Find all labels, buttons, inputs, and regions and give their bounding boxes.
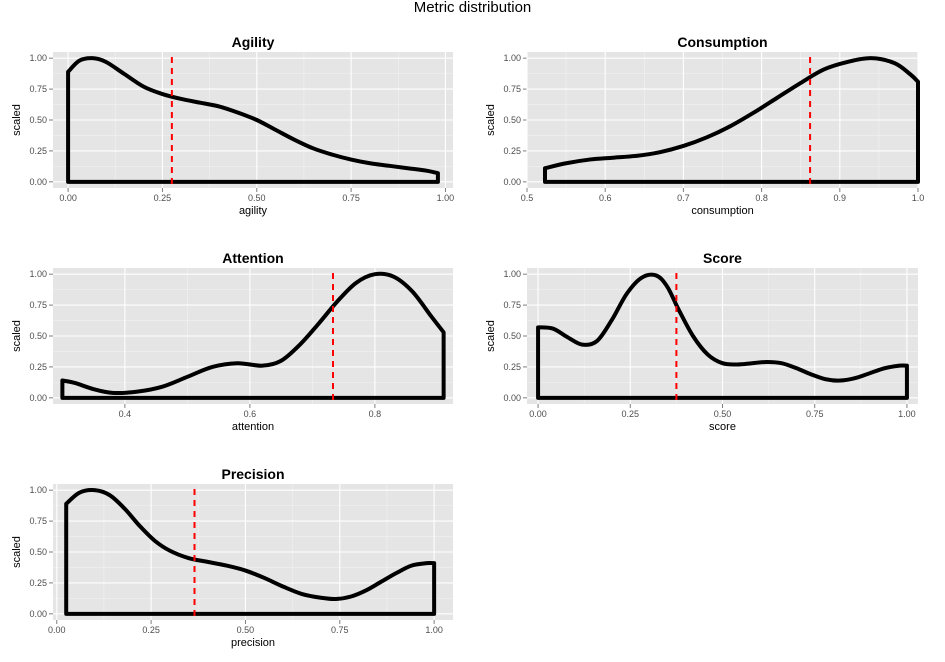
- facet-consumption: 0.00 0.25 0.50 0.75 1.00 0.5 0.6 0.7 0.8 0.9 1.0 Co…: [485, 34, 924, 217]
- x-tick-label: 0.8: [369, 409, 382, 419]
- y-tick-label: 0.00: [29, 609, 47, 619]
- x-tick-label: 0.8: [755, 193, 768, 203]
- y-tick-label: 0.00: [503, 177, 521, 187]
- facet-title: Consumption: [677, 34, 767, 50]
- facet-title: Attention: [222, 250, 283, 266]
- y-tick-label: 0.25: [29, 578, 47, 588]
- x-axis-title: attention: [232, 421, 274, 433]
- x-tick-label: 1.00: [425, 625, 443, 635]
- x-tick-label: 0.50: [714, 409, 732, 419]
- x-tick-label: 0.6: [599, 193, 612, 203]
- y-tick-label: 1.00: [29, 485, 47, 495]
- x-tick-label: 1.00: [898, 409, 916, 419]
- y-tick-label: 0.25: [503, 146, 521, 156]
- y-tick-label: 1.00: [503, 269, 521, 279]
- y-tick-label: 0.50: [503, 115, 521, 125]
- x-tick-label: 0.50: [237, 625, 255, 635]
- y-tick-label: 0.00: [503, 393, 521, 403]
- y-tick-label: 0.75: [29, 84, 47, 94]
- x-tick-label: 0.00: [48, 625, 66, 635]
- facet-precision: 0.00 0.25 0.50 0.75 1.00 0.00 0.25 0.50 0.75 1.00…: [11, 466, 453, 649]
- page-title: Metric distribution: [413, 0, 532, 16]
- y-tick-label: 0.25: [29, 362, 47, 372]
- x-tick-label: 1.00: [437, 193, 455, 203]
- y-tick-label: 0.00: [29, 177, 47, 187]
- x-tick-label: 0.75: [342, 193, 360, 203]
- density-curve: [536, 272, 909, 400]
- y-tick-label: 0.50: [29, 331, 47, 341]
- y-tick-label: 0.75: [503, 300, 521, 310]
- x-tick-label: 0.4: [119, 409, 132, 419]
- y-axis-title: scaled: [485, 104, 497, 136]
- x-tick-label: 0.75: [331, 625, 349, 635]
- y-axis-title: scaled: [11, 104, 23, 136]
- y-tick-label: 0.75: [29, 300, 47, 310]
- x-tick-label: 0.00: [59, 193, 77, 203]
- y-tick-label: 1.00: [29, 53, 47, 63]
- x-tick-label: 0.00: [529, 409, 547, 419]
- y-tick-label: 1.00: [503, 53, 521, 63]
- x-axis-title: agility: [239, 205, 268, 217]
- x-tick-label: 0.5: [521, 193, 534, 203]
- facet-score: 0.00 0.25 0.50 0.75 1.00 0.00 0.25 0.50 0.75 1.00…: [485, 250, 918, 433]
- x-tick-label: 0.7: [677, 193, 690, 203]
- x-tick-label: 0.6: [244, 409, 257, 419]
- x-axis-title: consumption: [691, 205, 753, 217]
- x-tick-label: 0.25: [154, 193, 172, 203]
- facet-attention: 0.00 0.25 0.50 0.75 1.00 0.4 0.6 0.8 Attention at…: [11, 250, 453, 433]
- x-tick-label: 0.50: [248, 193, 266, 203]
- facet-title: Score: [703, 250, 742, 266]
- y-tick-label: 0.50: [29, 115, 47, 125]
- density-curve: [542, 56, 920, 184]
- y-axis-title: scaled: [11, 320, 23, 352]
- x-tick-label: 0.9: [834, 193, 847, 203]
- x-tick-label: 0.25: [142, 625, 160, 635]
- x-tick-label: 1.0: [912, 193, 925, 203]
- x-tick-label: 0.75: [806, 409, 824, 419]
- x-axis-title: precision: [231, 637, 275, 649]
- density-curve: [60, 271, 446, 400]
- y-tick-label: 0.50: [29, 547, 47, 557]
- facet-title: Precision: [221, 466, 284, 482]
- density-curve: [66, 56, 440, 184]
- y-tick-label: 0.75: [503, 84, 521, 94]
- x-tick-label: 0.25: [622, 409, 640, 419]
- y-tick-label: 0.50: [503, 331, 521, 341]
- density-curve: [64, 488, 437, 616]
- x-axis-title: score: [709, 421, 736, 433]
- y-axis-title: scaled: [485, 320, 497, 352]
- facet-agility: 0.00 0.25 0.50 0.75 1.00 0.00 0.25 0.50 0.75 1.00…: [11, 34, 454, 217]
- y-tick-label: 0.25: [29, 146, 47, 156]
- y-tick-label: 1.00: [29, 269, 47, 279]
- y-axis-title: scaled: [11, 536, 23, 568]
- y-tick-label: 0.75: [29, 516, 47, 526]
- y-tick-label: 0.00: [29, 393, 47, 403]
- facet-title: Agility: [232, 34, 275, 50]
- y-tick-label: 0.25: [503, 362, 521, 372]
